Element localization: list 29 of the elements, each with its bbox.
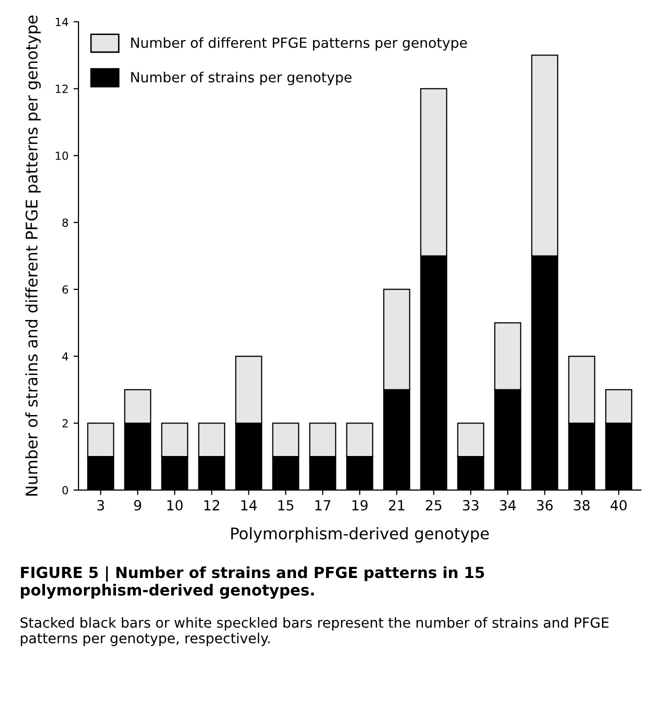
x-tick-label: 34 [500, 500, 516, 511]
x-tick-label: 25 [426, 500, 442, 511]
x-tick-label: 10 [167, 500, 183, 511]
x-tick-label: 33 [462, 500, 478, 511]
x-tick-label: 38 [574, 500, 590, 511]
x-tick-label: 40 [610, 500, 627, 511]
x-tick-label: 17 [315, 500, 330, 510]
legend-label: Number of different PFGE patterns per genotype [131, 37, 467, 51]
y-axis-title: Number of strains and different PFGE patterns per genotype [25, 16, 41, 496]
x-tick-label: 15 [278, 500, 294, 511]
y-tick-label: 4 [62, 352, 68, 360]
x-tick-label: 12 [204, 500, 220, 510]
x-tick-label: 3 [97, 500, 104, 511]
x-tick-label: 36 [536, 500, 553, 511]
y-tick-label: 2 [62, 419, 68, 428]
y-tick-label: 6 [62, 285, 68, 294]
x-tick-label: 9 [134, 500, 142, 511]
x-axis-title: Polymorphism-derived genotype [231, 527, 489, 543]
y-tick-label: 12 [56, 84, 68, 93]
y-tick-label: 14 [56, 18, 68, 26]
legend-label: Number of strains per genotype [131, 72, 352, 86]
y-tick-label: 10 [56, 152, 68, 160]
text: Stacked black bars or white speckled bars represent the number of strains and PFGE patterns per genotype, respectively. [20, 617, 609, 646]
text: FIGURE 5 | Number of strains and PFGE patterns in 15 polymorphism-derived genotypes. [20, 566, 484, 599]
y-tick-label: 8 [62, 218, 68, 227]
x-tick-label: 19 [352, 500, 368, 511]
x-tick-label: 14 [241, 500, 257, 510]
x-tick-label: 21 [388, 500, 404, 510]
y-tick-label: 0 [62, 486, 68, 494]
